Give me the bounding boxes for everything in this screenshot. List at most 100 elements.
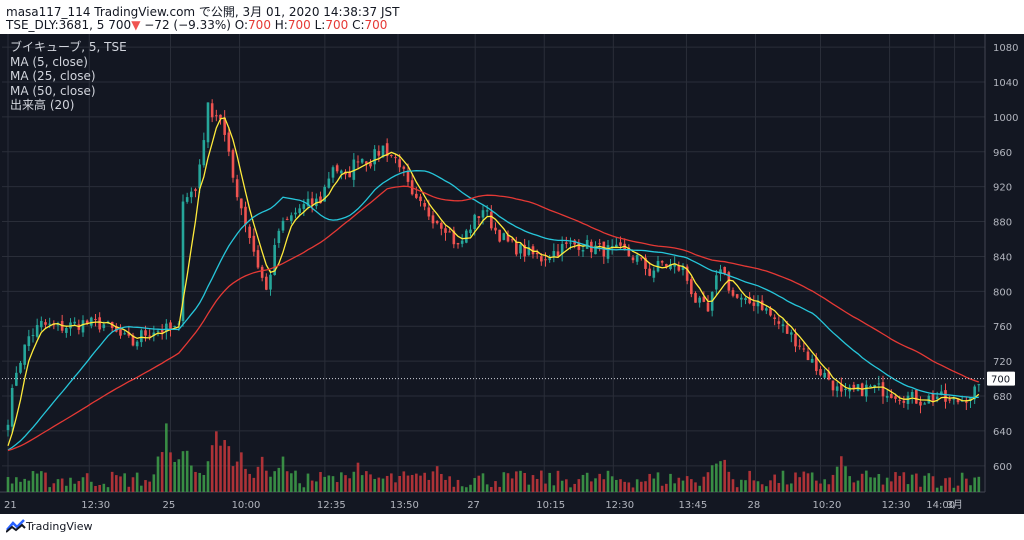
y-tick-label: 640: [993, 427, 1012, 438]
candle: [181, 201, 185, 322]
volume-bar: [581, 474, 585, 492]
candle: [781, 324, 785, 327]
volume-bar: [898, 475, 901, 492]
candle: [690, 279, 693, 295]
candle: [956, 399, 960, 403]
volume-bar: [340, 472, 343, 492]
volume-bar: [940, 485, 943, 492]
candle: [777, 321, 781, 324]
volume-bar: [265, 470, 268, 492]
candle: [665, 264, 668, 267]
volume-bar: [240, 452, 243, 492]
candle: [698, 297, 701, 303]
candle: [65, 328, 68, 333]
candle: [752, 302, 756, 306]
candle: [594, 245, 597, 255]
candle: [669, 264, 672, 270]
candle: [269, 274, 272, 290]
volume-bar: [23, 478, 26, 492]
candle: [369, 162, 372, 167]
y-tick-label: 1000: [993, 113, 1018, 124]
candle: [73, 321, 76, 324]
volume-bar: [815, 480, 818, 492]
candle: [10, 387, 14, 427]
candle: [952, 398, 956, 400]
volume-bar: [656, 472, 660, 492]
volume-bar: [627, 482, 631, 492]
volume-bar: [973, 477, 976, 492]
volume-bar: [148, 481, 151, 492]
candle: [802, 348, 806, 350]
candle: [510, 239, 514, 241]
candle: [931, 393, 935, 401]
y-tick-label: 840: [993, 252, 1012, 263]
price-chart[interactable]: 700 600 640 680 720 760 800 840 880 920 960 1000 104…: [0, 34, 1024, 514]
volume-bar: [410, 474, 414, 492]
candle: [819, 369, 822, 376]
volume-bar: [106, 487, 110, 492]
candle: [885, 395, 889, 398]
candle: [373, 149, 376, 165]
x-tick-label: 27: [467, 500, 480, 511]
volume-bar: [10, 483, 14, 492]
candle: [548, 258, 551, 260]
tradingview-brand[interactable]: TradingView: [26, 520, 93, 533]
volume-bar: [152, 474, 156, 492]
volume-bar: [869, 477, 872, 492]
tradingview-logo-icon[interactable]: [6, 519, 26, 533]
volume-bar: [294, 470, 297, 492]
candle: [744, 298, 747, 301]
candle: [294, 212, 297, 215]
candle: [498, 229, 501, 242]
candle: [631, 257, 635, 261]
chart-background: [0, 34, 1024, 514]
volume-bar: [456, 479, 460, 492]
y-tick-label: 920: [993, 183, 1012, 194]
candle: [248, 226, 251, 238]
volume-bar: [969, 485, 972, 492]
candle: [56, 323, 60, 326]
candle: [381, 145, 385, 158]
volume-bar: [98, 484, 101, 492]
candle: [552, 251, 556, 257]
volume-bar: [435, 466, 439, 492]
volume-bar: [560, 480, 564, 492]
candle: [415, 193, 418, 198]
candle: [431, 215, 435, 224]
volume-bar: [448, 476, 451, 492]
volume-bar: [48, 487, 51, 492]
candle: [98, 317, 101, 330]
candle: [327, 178, 331, 188]
volume-bar: [427, 479, 431, 492]
candle: [406, 171, 410, 182]
open-label: O:: [234, 18, 249, 32]
volume-bar: [719, 461, 722, 492]
volume-bar: [415, 473, 418, 492]
volume-bar: [165, 423, 168, 492]
candle: [965, 401, 968, 403]
volume-bar: [460, 486, 464, 492]
candle: [702, 296, 706, 302]
y-tick-label: 600: [993, 462, 1012, 473]
volume-bar: [910, 474, 914, 492]
volume-bar: [369, 474, 372, 492]
candle: [831, 380, 835, 391]
volume-bar: [798, 477, 801, 492]
candle: [556, 251, 560, 257]
candle: [619, 242, 622, 246]
x-tick-label: 10:00: [232, 500, 261, 511]
volume-bar: [952, 487, 956, 492]
candle: [185, 197, 189, 202]
candle: [331, 167, 335, 178]
candle: [923, 403, 926, 405]
volume-bar: [669, 473, 672, 492]
volume-bar: [110, 471, 114, 492]
volume-bar: [173, 461, 176, 492]
last-price-tag: [987, 371, 1015, 386]
volume-bar: [860, 473, 864, 492]
candle: [90, 317, 93, 326]
x-tick-label: 12:30: [882, 500, 911, 511]
volume-bar: [290, 473, 293, 492]
volume-bar: [135, 472, 139, 492]
x-tick-label: 14:00: [926, 500, 955, 511]
